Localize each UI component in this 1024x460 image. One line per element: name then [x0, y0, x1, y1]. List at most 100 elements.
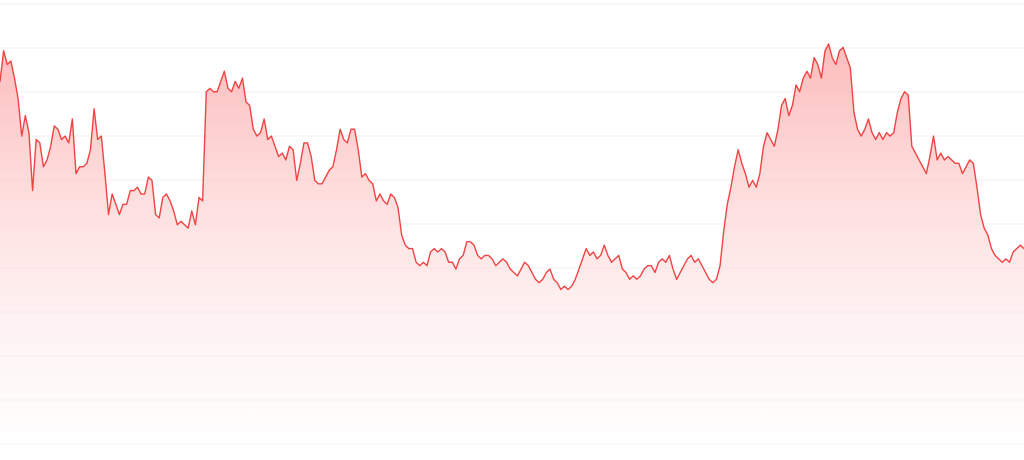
data-point	[805, 70, 808, 73]
data-point	[928, 155, 931, 158]
data-point	[726, 203, 729, 206]
data-point	[740, 162, 743, 165]
data-point	[494, 264, 497, 267]
data-point	[1008, 261, 1011, 264]
data-point	[386, 203, 389, 206]
data-point	[436, 251, 439, 254]
data-point	[111, 193, 114, 196]
data-point	[310, 155, 313, 158]
data-point	[230, 90, 233, 93]
data-point	[921, 165, 924, 168]
data-point	[82, 165, 85, 168]
data-point	[943, 158, 946, 161]
data-point	[541, 278, 544, 281]
data-point	[762, 145, 765, 148]
data-point	[85, 162, 88, 165]
data-point	[983, 227, 986, 230]
data-point	[1004, 257, 1007, 260]
data-point	[563, 285, 566, 288]
data-point	[838, 49, 841, 52]
data-point	[606, 254, 609, 257]
data-point	[675, 278, 678, 281]
data-point	[614, 257, 617, 260]
data-point	[425, 264, 428, 267]
data-point	[831, 56, 834, 59]
data-point	[169, 199, 172, 202]
data-point	[100, 135, 103, 138]
data-point	[755, 186, 758, 189]
data-point	[49, 145, 52, 148]
data-point	[773, 145, 776, 148]
data-point	[842, 46, 845, 49]
data-point	[729, 186, 732, 189]
data-point	[545, 271, 548, 274]
data-point	[856, 128, 859, 131]
data-point	[234, 80, 237, 83]
data-point	[46, 158, 49, 161]
data-point	[1001, 261, 1004, 264]
data-point	[208, 87, 211, 90]
data-point	[766, 131, 769, 134]
data-point	[259, 131, 262, 134]
data-point	[103, 172, 106, 175]
data-point	[791, 104, 794, 107]
data-point	[458, 257, 461, 260]
data-point	[165, 193, 168, 196]
data-point	[476, 254, 479, 257]
data-point	[585, 247, 588, 250]
data-point	[957, 162, 960, 165]
data-point	[9, 60, 12, 63]
data-point	[93, 107, 96, 110]
data-point	[187, 227, 190, 230]
data-point	[722, 230, 725, 233]
data-point	[852, 111, 855, 114]
data-point	[527, 264, 530, 267]
data-point	[266, 138, 269, 141]
data-point	[834, 63, 837, 66]
data-point	[302, 141, 305, 144]
data-point	[190, 210, 193, 213]
data-point	[780, 104, 783, 107]
data-point	[411, 247, 414, 250]
data-point	[64, 135, 67, 138]
data-point	[364, 172, 367, 175]
data-point	[114, 203, 117, 206]
data-point	[35, 138, 38, 141]
data-point	[639, 274, 642, 277]
data-point	[715, 278, 718, 281]
data-point	[71, 118, 74, 121]
data-point	[339, 128, 342, 131]
data-point	[737, 148, 740, 151]
data-point	[686, 257, 689, 260]
data-point	[816, 63, 819, 66]
data-point	[375, 199, 378, 202]
data-point	[657, 261, 660, 264]
data-point	[849, 66, 852, 69]
data-point	[147, 175, 150, 178]
data-point	[795, 83, 798, 86]
data-point	[321, 182, 324, 185]
data-point	[863, 128, 866, 131]
data-point	[871, 131, 874, 134]
data-point	[693, 261, 696, 264]
data-point	[277, 155, 280, 158]
data-point	[632, 274, 635, 277]
data-point	[150, 179, 153, 182]
data-point	[382, 199, 385, 202]
data-point	[96, 138, 99, 141]
data-point	[317, 182, 320, 185]
data-point	[885, 131, 888, 134]
data-point	[67, 141, 70, 144]
data-point	[368, 179, 371, 182]
data-point	[501, 257, 504, 260]
data-point	[889, 135, 892, 138]
data-point	[13, 77, 16, 80]
data-point	[349, 128, 352, 131]
data-point	[42, 165, 45, 168]
data-point	[198, 196, 201, 199]
data-point	[465, 240, 468, 243]
data-point	[653, 271, 656, 274]
data-point	[353, 128, 356, 131]
data-point	[371, 182, 374, 185]
